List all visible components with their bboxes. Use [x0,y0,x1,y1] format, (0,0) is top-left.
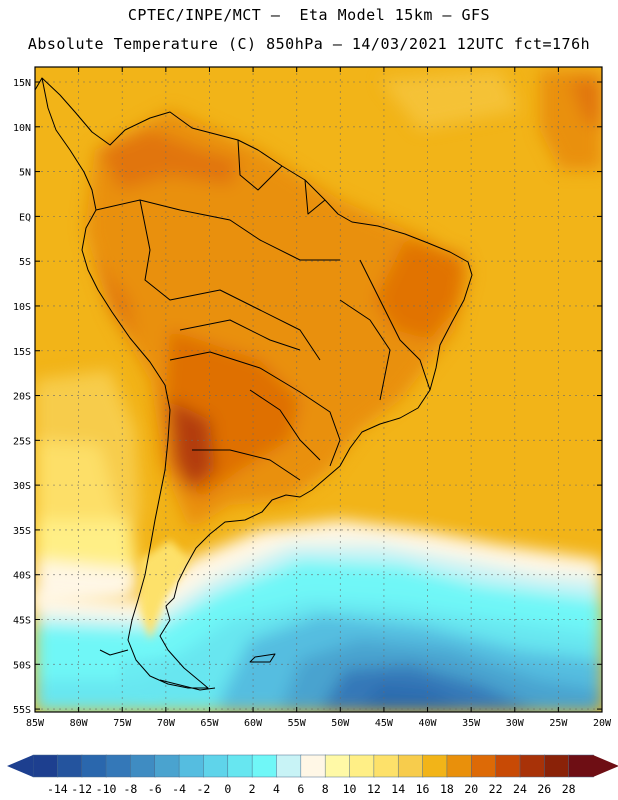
colorbar-label: 22 [489,782,503,796]
lat-label: 25S [13,436,31,447]
temperature-colorbar: -14 -12 -10 -8 -6 -4 -2 0 2 4 6 8 10 12 14 16 18 20 22 24 26… [7,754,618,796]
plot-frame [34,66,603,713]
lat-label: 5N [19,168,31,179]
colorbar-label: 28 [562,782,576,796]
colorbar-label: -2 [197,782,211,796]
colorbar-cell [324,754,351,778]
lon-label: 20W [593,718,612,729]
colorbar-cell [446,754,473,778]
lon-label: 80W [70,718,89,729]
lon-label: 30W [506,718,525,729]
lat-label: 10N [13,123,31,134]
map-title-line-1: CPTEC/INPE/MCT – Eta Model 15km – GFS [127,6,491,24]
colorbar-label: -10 [96,782,117,796]
colorbar-label: 10 [343,782,357,796]
lat-label: 15N [13,78,31,89]
colorbar-cell [105,754,132,778]
colorbar-cell [471,754,497,778]
colorbar-label: -6 [148,782,162,796]
colorbar-label: 2 [249,782,256,796]
lon-label: 45W [375,718,394,729]
colorbar-cell [81,754,107,778]
axis-ticks [34,67,603,712]
colorbar-low-arrow [7,755,33,777]
colorbar-cell [178,754,205,778]
colorbar-cell [349,754,375,778]
colorbar-label: 12 [367,782,381,796]
lon-label: 35W [462,718,481,729]
lon-label: 40W [419,718,438,729]
longitude-labels: 85W 80W 75W 70W 65W 60W 55W 50W 45W 40W 35W 30W 25W 2… [26,718,612,729]
temperature-field [35,67,602,712]
lat-label: 50S [13,660,31,671]
lat-label: 55S [13,705,31,716]
colorbar-cell [568,754,594,778]
colorbar-label: -8 [123,782,137,796]
colorbar-label: 24 [513,782,527,796]
colorbar-label: 0 [224,782,231,796]
lat-label: 35S [13,526,31,537]
colorbar-label: -14 [47,782,68,796]
colorbar-cell [373,754,399,778]
colorbar-cell [397,754,424,778]
colorbar-label: -12 [71,782,92,796]
colorbar-cell [519,754,546,778]
lon-label: 65W [200,718,219,729]
colorbar-cell [300,754,326,778]
latitude-labels: 15N 10N 5N EQ 5S 10S 15S 20S 25S 30S 35S 40S 45S 50S 5… [13,78,31,716]
colorbar-cell [154,754,180,778]
colorbar-cell [544,754,570,778]
colorbar-label: 20 [464,782,478,796]
lon-label: 85W [26,718,45,729]
lon-label: 60W [244,718,263,729]
map-title-line-2: Absolute Temperature (C) 850hPa – 14/03/… [27,35,591,53]
colorbar-cell [227,754,253,778]
colorbar-cell [32,754,59,778]
colorbar-cell [57,754,83,778]
colorbar-label: -4 [172,782,186,796]
lat-label: 30S [13,481,31,492]
colorbar-label: 18 [440,782,454,796]
lat-label: 15S [13,347,31,358]
lon-label: 50W [331,718,350,729]
lon-label: 55W [288,718,307,729]
lon-label: 25W [549,718,568,729]
colorbar-cell [130,754,156,778]
lat-label: EQ [19,212,31,223]
lon-label: 75W [113,718,132,729]
lon-label: 70W [157,718,176,729]
lat-label: 40S [13,571,31,582]
lat-lon-gridlines [35,67,602,712]
colorbar-cell [495,754,521,778]
colorbar-label: 8 [322,782,329,796]
colorbar-label: 26 [537,782,551,796]
colorbar-cell [422,754,448,778]
lat-label: 20S [13,392,31,403]
lat-label: 10S [13,302,31,313]
colorbar-label: 4 [273,782,280,796]
colorbar-label: 16 [416,782,430,796]
colorbar-cell [203,754,229,778]
colorbar-label: 6 [297,782,304,796]
lat-label: 45S [13,616,31,627]
coastlines-and-borders [35,77,473,691]
colorbar-cell [276,754,302,778]
lat-label: 5S [19,257,31,268]
colorbar-label: 14 [391,782,405,796]
colorbar-high-arrow [593,755,618,777]
colorbar-cell [251,754,278,778]
